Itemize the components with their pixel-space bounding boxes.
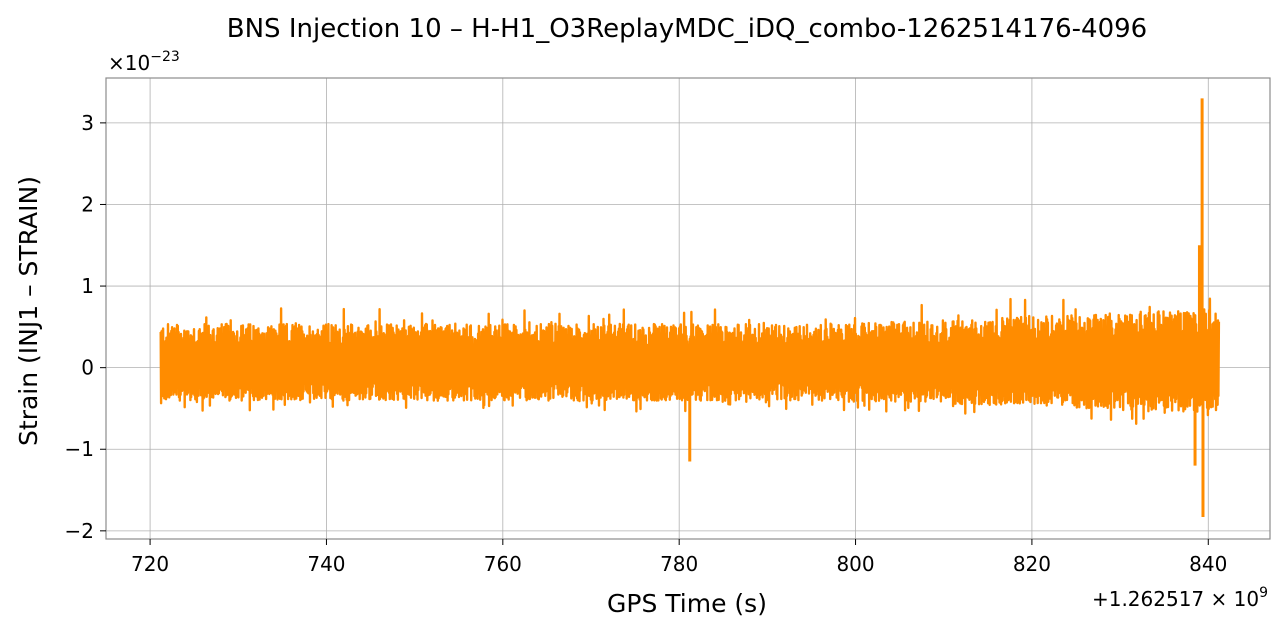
y-tick-label: −2: [65, 519, 94, 543]
y-tick-label: −1: [65, 437, 94, 461]
x-tick-label: 800: [836, 552, 874, 576]
ticks: 720 740 760 780 800 820 840 −2 −1 0 1 2 3: [65, 111, 1228, 576]
plot-area: [159, 98, 1221, 517]
y-tick-label: 3: [81, 111, 94, 135]
y-tick-label: 0: [81, 356, 94, 380]
axes-frame: [105, 77, 1271, 540]
x-axis-label: GPS Time (s): [607, 589, 767, 618]
y-tick-label: 1: [81, 274, 94, 298]
x-tick-label: 780: [660, 552, 698, 576]
x-tick-label: 720: [131, 552, 169, 576]
y-tick-label: 2: [81, 192, 94, 216]
y-axis-label: Strain (INJ1 – STRAIN): [14, 176, 43, 446]
x-offset-label: +1.262517 × 109: [1092, 585, 1268, 611]
chart-title: BNS Injection 10 – H-H1_O3ReplayMDC_iDQ_…: [227, 14, 1147, 44]
x-tick-label: 840: [1189, 552, 1227, 576]
y-multiplier-label: ×10−23: [108, 49, 180, 75]
strain-series-line: [159, 297, 1221, 425]
x-tick-label: 760: [484, 552, 522, 576]
x-tick-label: 820: [1013, 552, 1051, 576]
x-tick-label: 740: [307, 552, 345, 576]
